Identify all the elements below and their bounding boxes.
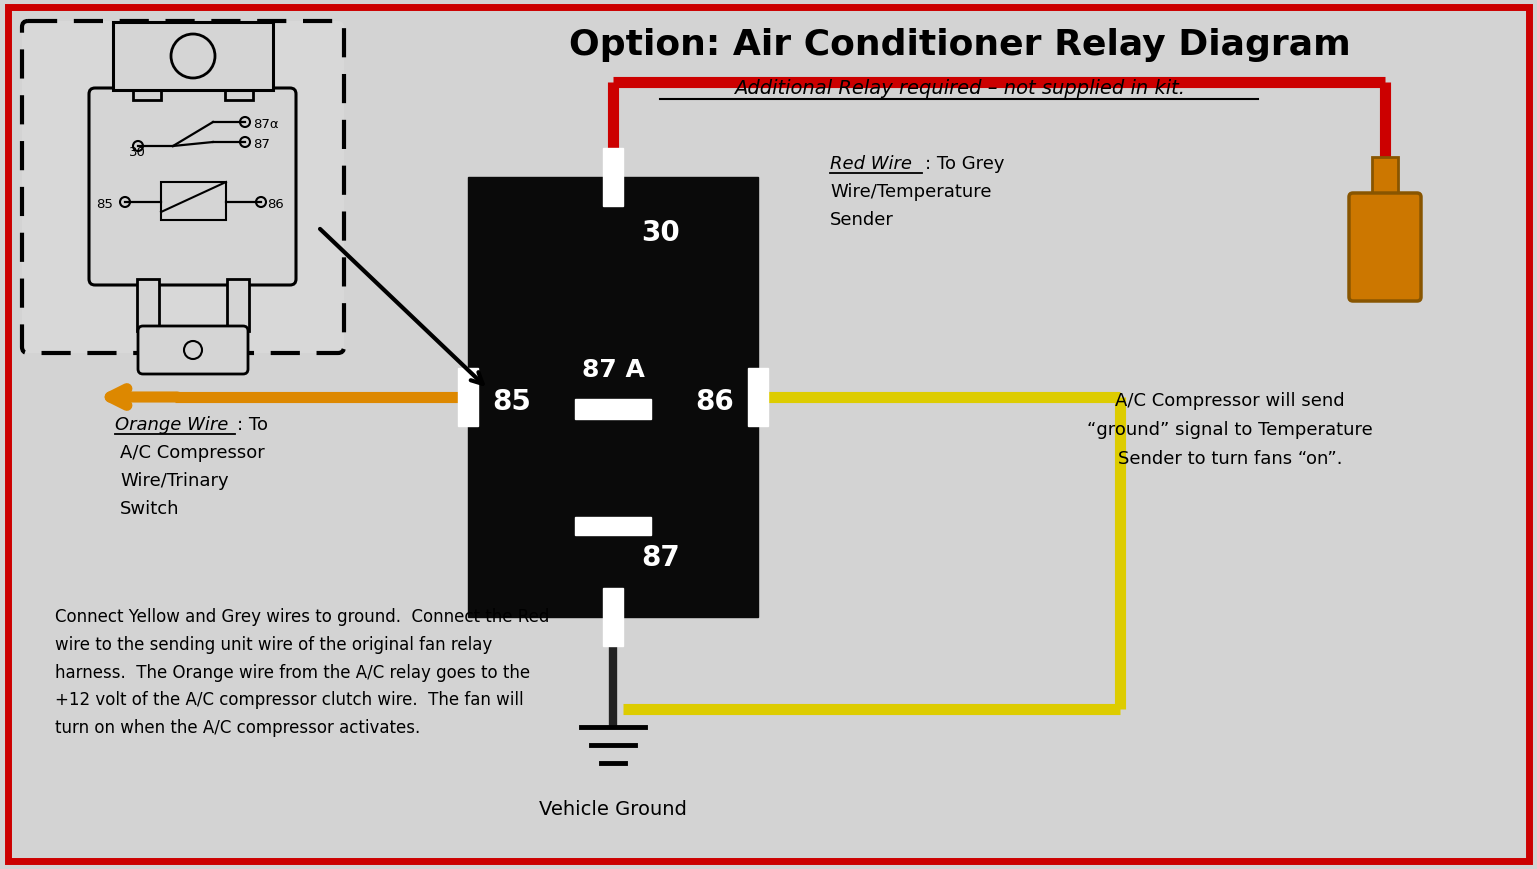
FancyBboxPatch shape (1349, 194, 1422, 302)
FancyBboxPatch shape (22, 22, 344, 354)
Text: Additional Relay required – not supplied in kit.: Additional Relay required – not supplied… (735, 78, 1185, 97)
Bar (227, 280, 249, 332)
Text: A/C Compressor: A/C Compressor (120, 443, 264, 461)
FancyBboxPatch shape (138, 327, 247, 375)
Text: 87α: 87α (254, 118, 278, 131)
Text: Vehicle Ground: Vehicle Ground (539, 799, 687, 818)
Bar (467, 178, 758, 617)
Text: Orange Wire: Orange Wire (115, 415, 229, 434)
Bar (575, 517, 652, 535)
Bar (603, 149, 622, 207)
Text: 87 A: 87 A (581, 357, 644, 381)
Text: 30: 30 (129, 146, 146, 159)
Bar (224, 53, 254, 101)
Bar (575, 400, 652, 420)
Bar (458, 368, 478, 427)
Bar (134, 53, 161, 101)
Text: Wire/Trinary: Wire/Trinary (120, 472, 229, 489)
Text: : To Grey: : To Grey (925, 155, 1005, 173)
Bar (749, 368, 768, 427)
Text: Switch: Switch (120, 500, 180, 517)
Bar (114, 23, 274, 91)
Text: 87: 87 (641, 543, 679, 571)
Text: 85: 85 (97, 198, 114, 211)
Text: 30: 30 (641, 219, 679, 247)
Text: 86: 86 (695, 388, 735, 415)
Text: : To: : To (237, 415, 267, 434)
Text: 86: 86 (267, 198, 284, 211)
FancyBboxPatch shape (89, 89, 297, 286)
Bar (1373, 158, 1399, 198)
Text: 87: 87 (254, 138, 271, 151)
Text: Red Wire: Red Wire (830, 155, 911, 173)
Text: Wire/Temperature: Wire/Temperature (830, 182, 991, 201)
Text: Connect Yellow and Grey wires to ground.  Connect the Red
wire to the sending un: Connect Yellow and Grey wires to ground.… (55, 607, 549, 736)
Bar (603, 588, 622, 647)
Text: A/C Compressor will send
“ground” signal to Temperature
Sender to turn fans “on”: A/C Compressor will send “ground” signal… (1087, 391, 1373, 468)
Text: Option: Air Conditioner Relay Diagram: Option: Air Conditioner Relay Diagram (569, 28, 1351, 62)
Bar (161, 182, 226, 221)
Text: 85: 85 (492, 388, 530, 415)
Text: Sender: Sender (830, 211, 895, 229)
Bar (137, 280, 158, 332)
